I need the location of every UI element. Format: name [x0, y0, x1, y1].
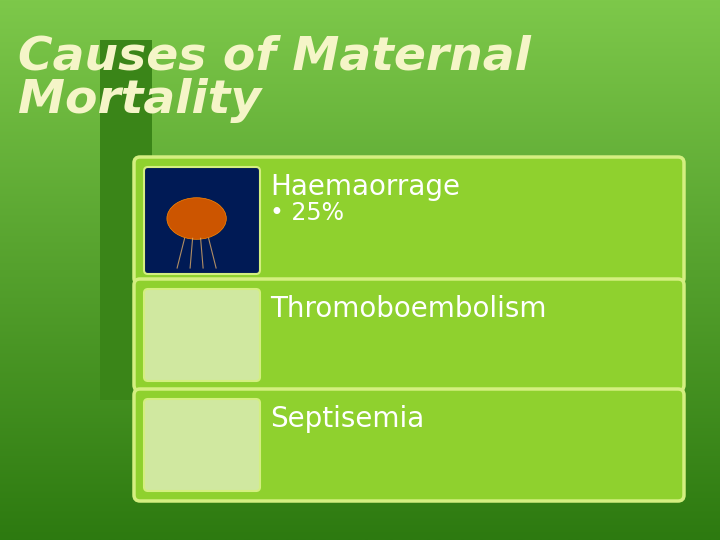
FancyBboxPatch shape	[134, 279, 684, 391]
FancyBboxPatch shape	[144, 399, 260, 491]
FancyBboxPatch shape	[134, 157, 684, 284]
Text: Mortality: Mortality	[18, 78, 261, 123]
Text: Haemaorrage: Haemaorrage	[270, 173, 460, 201]
Text: Septisemia: Septisemia	[270, 405, 424, 433]
Text: Thromoboembolism: Thromoboembolism	[270, 295, 546, 323]
FancyBboxPatch shape	[144, 289, 260, 381]
FancyBboxPatch shape	[134, 389, 684, 501]
Polygon shape	[100, 375, 660, 400]
FancyBboxPatch shape	[144, 167, 260, 274]
Text: • 25%: • 25%	[270, 201, 344, 225]
Text: Causes of Maternal: Causes of Maternal	[18, 35, 531, 80]
Polygon shape	[100, 40, 152, 400]
Ellipse shape	[167, 198, 226, 239]
